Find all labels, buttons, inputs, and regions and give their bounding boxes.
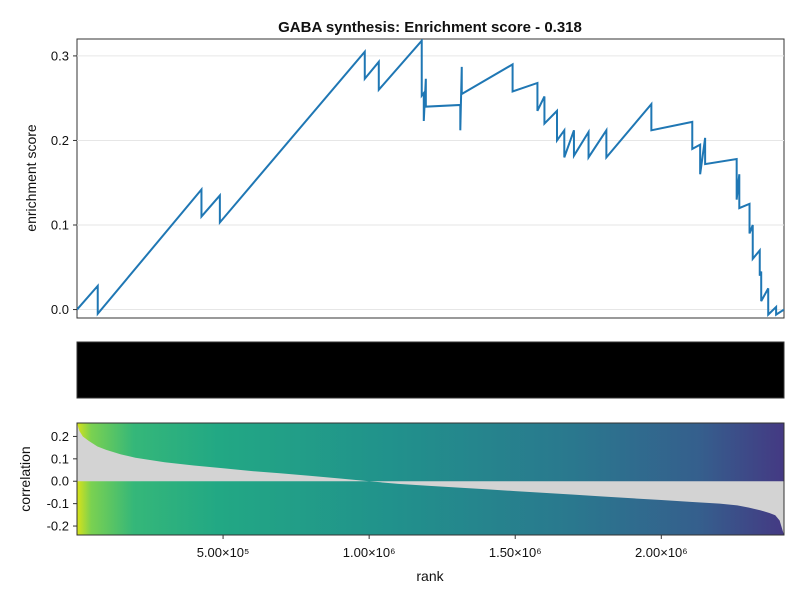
correlation-y-tick-label: 0.2 bbox=[51, 429, 69, 444]
correlation-y-tick-label: -0.2 bbox=[47, 519, 69, 534]
rank-x-tick-label: 1.00×10⁶ bbox=[343, 545, 396, 560]
enrichment-y-ticks: 0.0 0.1 0.2 0.3 bbox=[51, 48, 77, 317]
rank-x-ticks: 5.00×10⁵ 1.00×10⁶ 1.50×10⁶ 2.00×10⁶ bbox=[197, 535, 688, 560]
correlation-panel: 0.2 0.1 0.0 -0.1 -0.2 5.00×10⁵ 1.00×10⁶ 1.50×1… bbox=[17, 422, 785, 584]
enrichment-y-axis-label: enrichment score bbox=[23, 124, 39, 232]
chart-title: GABA synthesis: Enrichment score - 0.318 bbox=[278, 19, 582, 36]
rank-x-tick-label: 5.00×10⁵ bbox=[197, 545, 250, 560]
rank-x-tick-label: 2.00×10⁶ bbox=[635, 545, 688, 560]
correlation-y-axis-label: correlation bbox=[17, 446, 33, 511]
rank-x-tick-label: 1.50×10⁶ bbox=[489, 545, 542, 560]
enrichment-y-tick-label: 0.1 bbox=[51, 218, 69, 233]
enrichment-gridlines bbox=[77, 55, 784, 311]
enrichment-y-tick-label: 0.3 bbox=[51, 48, 69, 63]
enrichment-score-line bbox=[77, 39, 784, 317]
enrichment-panel-frame bbox=[76, 38, 785, 319]
correlation-area bbox=[77, 423, 784, 535]
enrichment-y-tick-label: 0.0 bbox=[51, 302, 69, 317]
correlation-panel-frame bbox=[76, 422, 785, 536]
correlation-y-tick-label: -0.1 bbox=[47, 496, 69, 511]
hit-barcode bbox=[76, 341, 785, 399]
correlation-y-tick-label: 0.0 bbox=[51, 474, 69, 489]
correlation-y-ticks: 0.2 0.1 0.0 -0.1 -0.2 bbox=[47, 429, 77, 534]
correlation-y-tick-label: 0.1 bbox=[51, 451, 69, 466]
rank-x-axis-label: rank bbox=[416, 568, 444, 584]
enrichment-y-tick-label: 0.2 bbox=[51, 133, 69, 148]
enrichment-panel: 0.0 0.1 0.2 0.3 enrichment score bbox=[23, 38, 785, 319]
